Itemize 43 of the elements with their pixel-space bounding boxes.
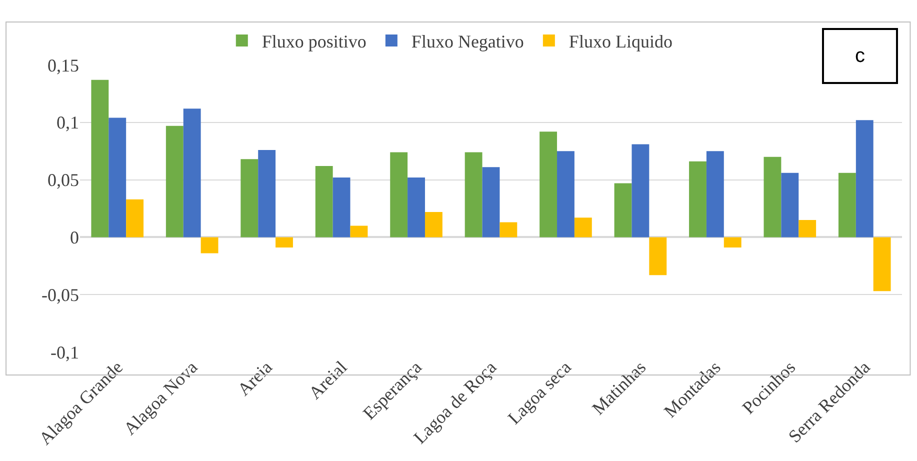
bar	[240, 159, 258, 238]
bar	[166, 126, 184, 238]
bar	[183, 108, 201, 238]
legend-label: Fluxo Liquido	[568, 31, 672, 52]
bar	[200, 237, 218, 254]
bar	[764, 156, 782, 238]
annotation: c	[855, 45, 865, 67]
bar	[649, 237, 667, 276]
y-tick-label: -0,05	[42, 284, 79, 305]
bar	[632, 144, 650, 238]
bar	[798, 220, 816, 238]
bar	[873, 237, 891, 292]
bar	[315, 166, 333, 238]
bar	[126, 199, 144, 238]
bar	[724, 237, 742, 248]
bar	[856, 120, 874, 238]
y-tick-label: 0	[70, 228, 79, 248]
legend-label: Fluxo positivo	[262, 31, 366, 52]
bar	[838, 172, 856, 238]
bar	[332, 178, 350, 238]
bar	[350, 226, 368, 238]
y-tick-label: 0,05	[48, 170, 79, 190]
bar	[258, 150, 276, 238]
bar	[390, 152, 408, 238]
bar	[91, 80, 109, 238]
bar	[689, 161, 706, 238]
bar	[540, 132, 558, 238]
y-tick-label: -0,1	[50, 342, 79, 362]
bar	[108, 118, 126, 238]
y-tick-label: 0,1	[56, 112, 79, 133]
bar	[500, 222, 518, 238]
bar	[464, 152, 482, 238]
legend-label: Fluxo Negativo	[411, 31, 524, 52]
bar	[574, 218, 592, 238]
bar	[706, 151, 724, 238]
bar	[557, 151, 574, 238]
bar	[482, 167, 500, 238]
bar	[276, 237, 293, 248]
y-tick-label: 0,15	[48, 55, 79, 76]
bar	[781, 172, 799, 238]
bar	[614, 183, 632, 238]
bar	[408, 178, 425, 238]
bar	[424, 212, 442, 238]
